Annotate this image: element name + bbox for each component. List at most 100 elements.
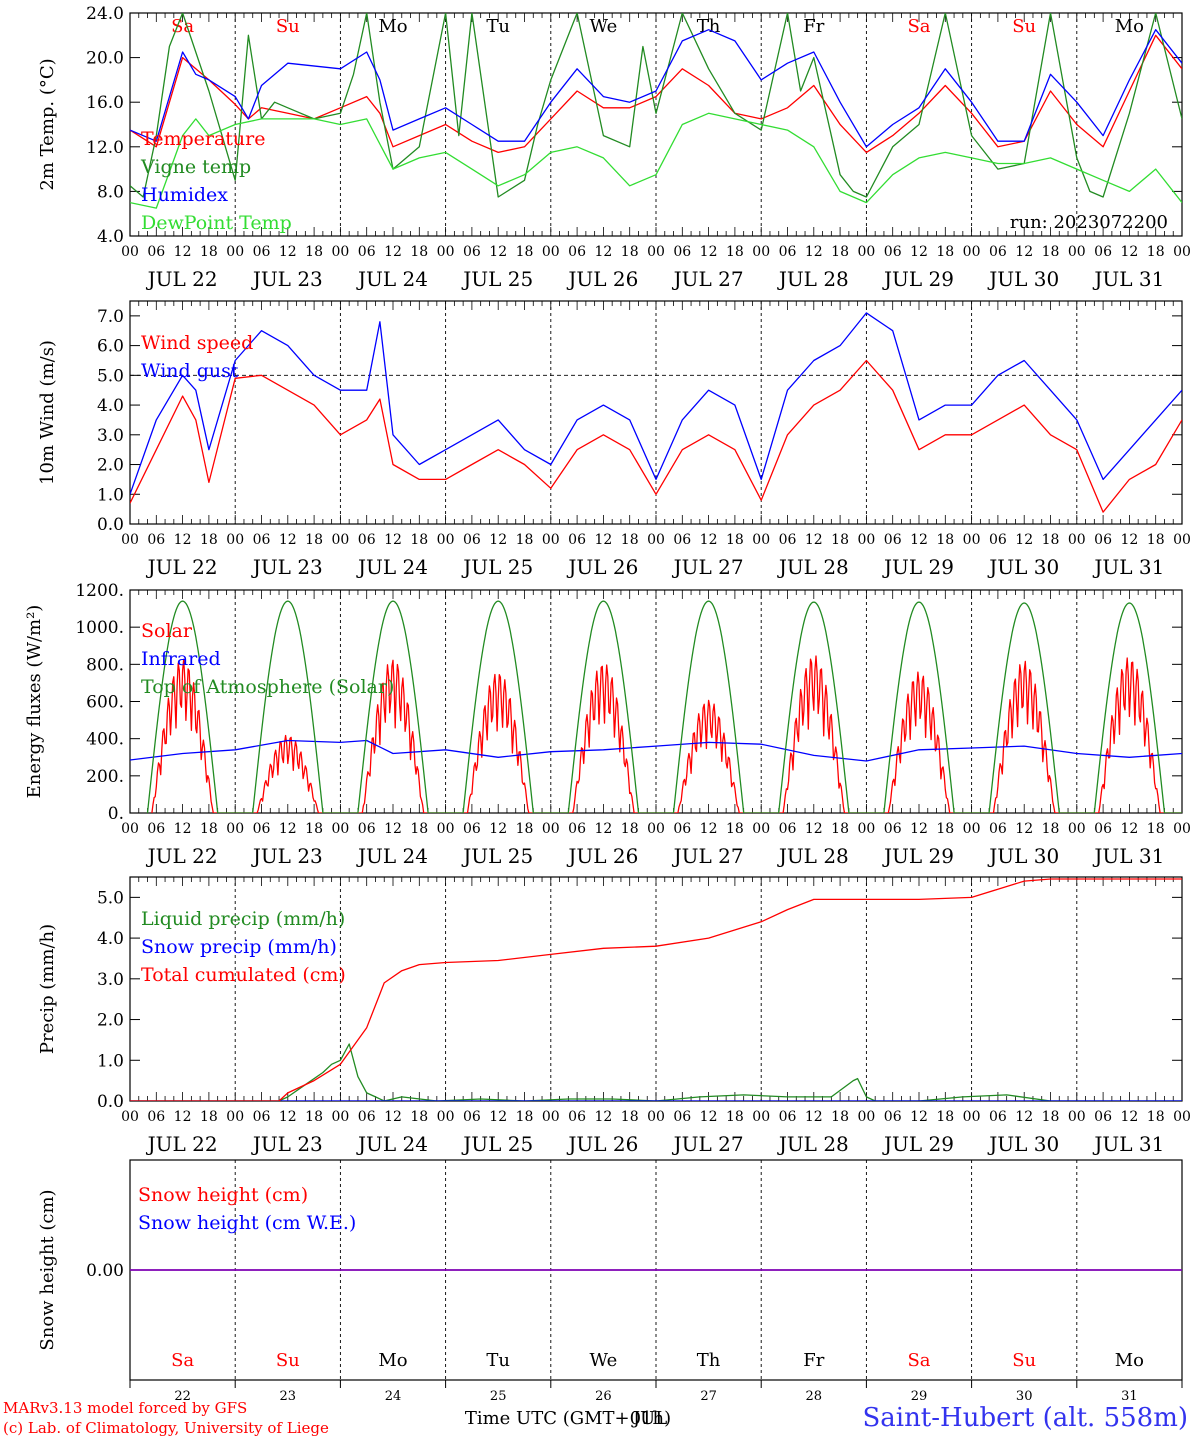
date-label: JUL 28 bbox=[777, 844, 849, 868]
hour-tick-label: 12 bbox=[384, 1109, 402, 1125]
date-label: JUL 26 bbox=[566, 1132, 638, 1156]
hour-tick-label: 06 bbox=[989, 244, 1007, 260]
hour-tick-label: 00 bbox=[857, 244, 875, 260]
y-tick-label: 400. bbox=[86, 730, 124, 750]
y-tick-label: 12.0 bbox=[86, 138, 124, 158]
hour-tick-label: 00 bbox=[331, 821, 349, 837]
hour-tick-label: 00 bbox=[647, 821, 665, 837]
hour-tick-label: 06 bbox=[147, 1109, 165, 1125]
hour-tick-label: 12 bbox=[805, 244, 823, 260]
date-label: JUL 27 bbox=[672, 267, 744, 291]
hour-tick-label: 18 bbox=[410, 532, 428, 548]
legend-entry: Snow precip (mm/h) bbox=[141, 936, 337, 958]
hour-tick-label: 06 bbox=[989, 532, 1007, 548]
weekday-label: Su bbox=[1012, 1350, 1036, 1371]
hour-tick-label: 18 bbox=[305, 1109, 323, 1125]
hour-tick-label: 06 bbox=[884, 244, 902, 260]
hour-tick-label: 00 bbox=[1173, 821, 1191, 837]
y-tick-label: 5.0 bbox=[97, 366, 124, 386]
legend-entry: Snow height (cm) bbox=[138, 1184, 308, 1206]
hour-tick-label: 00 bbox=[331, 532, 349, 548]
legend-entry: Humidex bbox=[141, 184, 228, 206]
hour-tick-label: 12 bbox=[279, 244, 297, 260]
hour-tick-label: 18 bbox=[831, 1109, 849, 1125]
hour-tick-label: 00 bbox=[1068, 1109, 1086, 1125]
hour-tick-label: 06 bbox=[463, 1109, 481, 1125]
hour-tick-label: 12 bbox=[174, 244, 192, 260]
hour-tick-label: 06 bbox=[463, 532, 481, 548]
hour-tick-label: 12 bbox=[1120, 532, 1138, 548]
day-number-label: 22 bbox=[174, 1389, 191, 1404]
hour-tick-label: 06 bbox=[779, 1109, 797, 1125]
hour-tick-label: 18 bbox=[410, 244, 428, 260]
weekday-label: Tu bbox=[486, 16, 510, 37]
day-number-label: 25 bbox=[490, 1389, 507, 1404]
y-tick-label: 24.0 bbox=[86, 4, 124, 24]
hour-tick-label: 12 bbox=[910, 1109, 928, 1125]
date-label: JUL 23 bbox=[251, 844, 323, 868]
lab-credit-line: (c) Lab. of Climatology, University of L… bbox=[3, 1419, 329, 1437]
y-tick-label: 600. bbox=[86, 693, 124, 713]
date-label: JUL 28 bbox=[777, 1132, 849, 1156]
hour-tick-label: 06 bbox=[463, 244, 481, 260]
hour-tick-label: 18 bbox=[200, 821, 218, 837]
hour-tick-label: 06 bbox=[1094, 1109, 1112, 1125]
y-tick-label: 1000. bbox=[75, 618, 124, 638]
hour-tick-label: 12 bbox=[279, 821, 297, 837]
hour-tick-label: 18 bbox=[305, 821, 323, 837]
hour-tick-label: 18 bbox=[1042, 1109, 1060, 1125]
date-label: JUL 23 bbox=[251, 555, 323, 579]
hour-tick-label: 06 bbox=[673, 1109, 691, 1125]
hour-tick-label: 00 bbox=[121, 821, 139, 837]
hour-tick-label: 00 bbox=[647, 244, 665, 260]
hour-tick-label: 06 bbox=[253, 1109, 271, 1125]
date-label: JUL 25 bbox=[461, 555, 533, 579]
hour-tick-label: 06 bbox=[884, 532, 902, 548]
date-label: JUL 30 bbox=[987, 1132, 1059, 1156]
date-label: JUL 30 bbox=[987, 555, 1059, 579]
hour-tick-label: 12 bbox=[489, 821, 507, 837]
day-number-label: 23 bbox=[280, 1389, 297, 1404]
date-label: JUL 24 bbox=[356, 555, 428, 579]
hour-tick-label: 06 bbox=[1094, 244, 1112, 260]
hour-tick-label: 18 bbox=[936, 1109, 954, 1125]
hour-tick-label: 00 bbox=[437, 1109, 455, 1125]
y-tick-label: 2.0 bbox=[97, 1011, 124, 1031]
hour-tick-label: 00 bbox=[1173, 1109, 1191, 1125]
date-label: JUL 27 bbox=[672, 1132, 744, 1156]
hour-tick-label: 12 bbox=[910, 821, 928, 837]
hour-tick-label: 12 bbox=[489, 1109, 507, 1125]
y-tick-label: 1.0 bbox=[97, 485, 124, 505]
series-group-energy bbox=[130, 600, 1182, 813]
hour-tick-label: 12 bbox=[489, 244, 507, 260]
date-label: JUL 24 bbox=[356, 1132, 428, 1156]
hour-tick-label: 00 bbox=[647, 532, 665, 548]
hour-tick-label: 00 bbox=[752, 532, 770, 548]
hour-tick-label: 18 bbox=[516, 244, 534, 260]
hour-tick-label: 00 bbox=[963, 244, 981, 260]
date-label: JUL 22 bbox=[146, 1132, 218, 1156]
weekday-label: Mo bbox=[1115, 16, 1144, 37]
y-tick-label: 4.0 bbox=[97, 929, 124, 949]
hour-tick-label: 06 bbox=[568, 532, 586, 548]
hour-tick-label: 00 bbox=[752, 244, 770, 260]
weekday-label: Sa bbox=[907, 1350, 930, 1371]
hour-tick-label: 00 bbox=[437, 244, 455, 260]
hour-tick-label: 00 bbox=[226, 1109, 244, 1125]
day-number-label: 31 bbox=[1121, 1389, 1138, 1404]
y-tick-label: 1200. bbox=[75, 581, 124, 601]
hour-tick-label: 12 bbox=[1015, 1109, 1033, 1125]
hour-tick-label: 00 bbox=[542, 532, 560, 548]
hour-tick-label: 18 bbox=[726, 532, 744, 548]
y-axis-label: Snow height (cm) bbox=[37, 1189, 58, 1350]
weekday-label: Su bbox=[276, 16, 300, 37]
hour-tick-label: 12 bbox=[174, 821, 192, 837]
date-label: JUL 24 bbox=[356, 267, 428, 291]
series-line-infrared bbox=[130, 739, 1182, 762]
hour-tick-label: 00 bbox=[1068, 532, 1086, 548]
hour-tick-label: 12 bbox=[910, 532, 928, 548]
date-label: JUL 24 bbox=[356, 844, 428, 868]
hour-tick-label: 12 bbox=[489, 532, 507, 548]
hour-tick-label: 06 bbox=[989, 821, 1007, 837]
